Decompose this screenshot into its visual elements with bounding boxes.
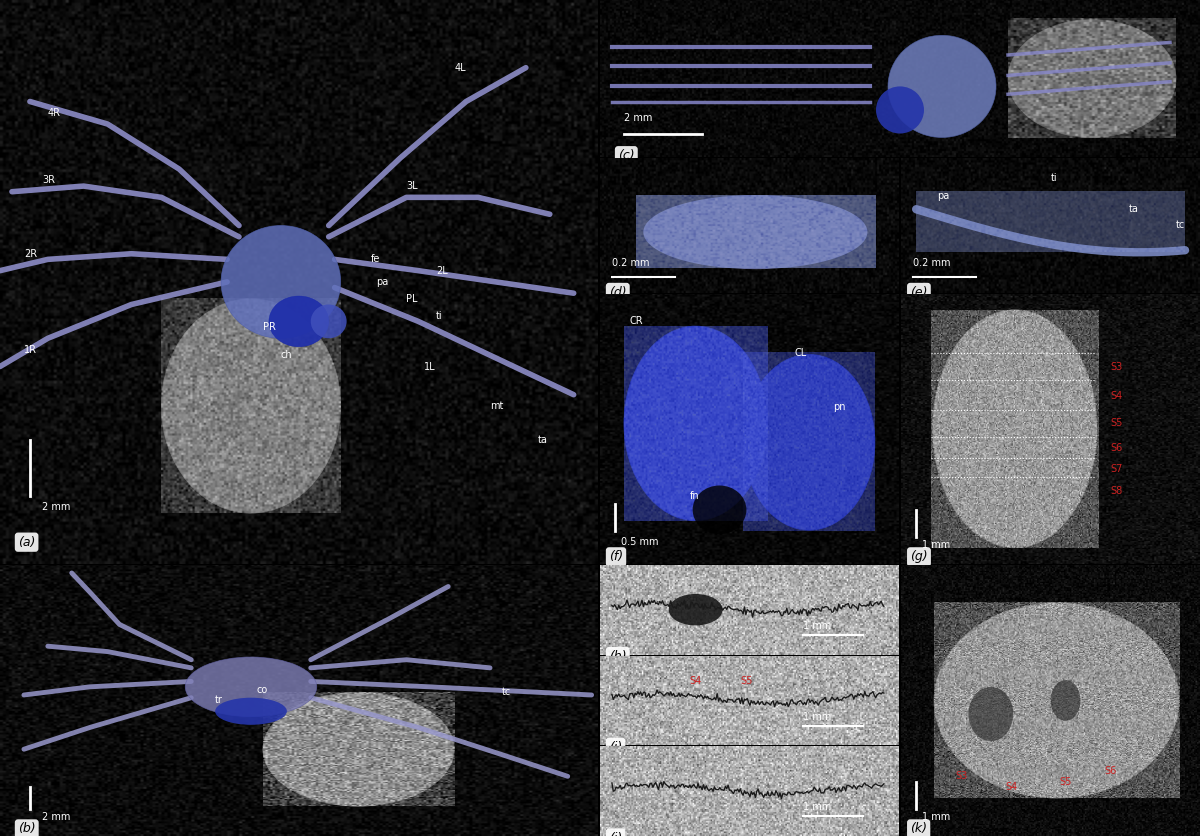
- Text: CL: CL: [794, 348, 806, 358]
- Ellipse shape: [221, 226, 341, 339]
- Text: (k): (k): [910, 823, 928, 835]
- Ellipse shape: [269, 296, 329, 347]
- Ellipse shape: [876, 86, 924, 134]
- Ellipse shape: [311, 304, 347, 339]
- Ellipse shape: [1050, 680, 1080, 721]
- Text: (g): (g): [910, 550, 928, 563]
- Text: (i): (i): [608, 741, 623, 754]
- Ellipse shape: [668, 594, 722, 625]
- Ellipse shape: [692, 486, 746, 534]
- Text: S6: S6: [1110, 443, 1123, 452]
- Text: (c): (c): [618, 150, 635, 162]
- Text: 1 mm: 1 mm: [803, 621, 832, 631]
- Ellipse shape: [888, 35, 996, 137]
- Text: S6: S6: [1104, 766, 1117, 776]
- Ellipse shape: [744, 354, 875, 530]
- Text: 1L: 1L: [425, 361, 436, 371]
- Text: ta: ta: [1128, 204, 1138, 214]
- Text: (j): (j): [608, 832, 623, 836]
- Text: 1 mm: 1 mm: [803, 711, 832, 721]
- Text: 2 mm: 2 mm: [42, 502, 71, 512]
- Text: (a): (a): [18, 536, 35, 548]
- Text: mt: mt: [490, 401, 504, 411]
- Text: S8: S8: [1110, 486, 1123, 496]
- Text: 0.2 mm: 0.2 mm: [612, 258, 649, 268]
- Text: 0.5 mm: 0.5 mm: [620, 538, 659, 548]
- Text: (d): (d): [608, 286, 626, 299]
- Text: pa: pa: [937, 191, 949, 201]
- Text: 1 mm: 1 mm: [922, 812, 950, 822]
- Text: 2 mm: 2 mm: [624, 113, 653, 123]
- Text: ch: ch: [281, 350, 293, 360]
- Ellipse shape: [185, 657, 317, 716]
- Ellipse shape: [263, 692, 454, 806]
- Text: (h): (h): [608, 650, 626, 663]
- Text: S7: S7: [1110, 464, 1123, 474]
- Text: S3: S3: [955, 772, 967, 782]
- Text: 2L: 2L: [437, 266, 448, 276]
- Text: PL: PL: [407, 293, 418, 303]
- Text: 0.2 mm: 0.2 mm: [913, 258, 950, 268]
- Text: tc: tc: [502, 687, 511, 697]
- Text: S5: S5: [1060, 777, 1072, 787]
- Text: 4R: 4R: [48, 108, 61, 118]
- Text: (e): (e): [910, 286, 928, 299]
- Ellipse shape: [1008, 19, 1176, 137]
- Ellipse shape: [968, 687, 1013, 741]
- Text: 3L: 3L: [407, 181, 418, 191]
- Text: ti: ti: [437, 311, 443, 321]
- Text: S4: S4: [690, 675, 702, 686]
- Text: S4: S4: [1110, 391, 1123, 401]
- Text: 2 mm: 2 mm: [42, 812, 71, 822]
- Ellipse shape: [215, 698, 287, 725]
- Text: S4: S4: [1006, 782, 1018, 793]
- Ellipse shape: [932, 310, 1097, 548]
- Text: 1 mm: 1 mm: [922, 540, 950, 550]
- Text: 2R: 2R: [24, 249, 37, 258]
- Text: (f): (f): [608, 550, 623, 563]
- Text: S5: S5: [1110, 418, 1123, 428]
- Text: co: co: [257, 685, 269, 695]
- Text: fn: fn: [690, 492, 700, 502]
- Text: 1R: 1R: [24, 344, 37, 354]
- Ellipse shape: [934, 603, 1180, 798]
- Text: 3R: 3R: [42, 176, 55, 186]
- Ellipse shape: [624, 326, 767, 521]
- Text: fe: fe: [371, 254, 380, 264]
- Text: pa: pa: [377, 277, 389, 287]
- Text: S3: S3: [1110, 362, 1123, 371]
- Ellipse shape: [643, 195, 868, 269]
- Text: 1 mm: 1 mm: [803, 803, 832, 813]
- Text: S5: S5: [740, 675, 752, 686]
- Ellipse shape: [161, 298, 341, 513]
- Text: 4L: 4L: [454, 63, 466, 73]
- Text: tc: tc: [1176, 221, 1186, 231]
- Text: ta: ta: [538, 435, 547, 445]
- Text: PR: PR: [263, 322, 276, 332]
- Text: ti: ti: [1050, 173, 1057, 183]
- Text: pn: pn: [833, 402, 846, 412]
- Text: (b): (b): [18, 823, 36, 835]
- Text: CR: CR: [630, 316, 643, 326]
- Text: tr: tr: [215, 696, 223, 706]
